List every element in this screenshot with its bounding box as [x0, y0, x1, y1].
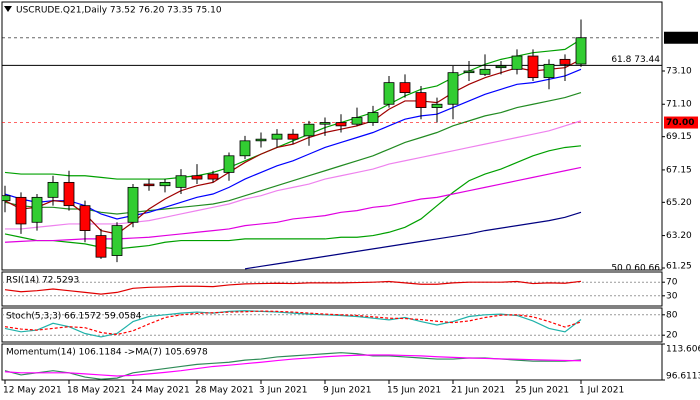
candle-body	[95, 235, 107, 258]
price-label-box	[664, 116, 698, 129]
candle-body	[511, 55, 523, 70]
candle-body	[495, 65, 507, 69]
y-tick-label: 67.15	[666, 165, 692, 175]
y-tick-label: 96.6113	[666, 372, 700, 382]
candle-body	[47, 181, 59, 198]
y-tick-label: 65.20	[666, 198, 692, 208]
panel-frame	[1, 307, 663, 343]
candle-body	[543, 63, 555, 79]
indicator-line	[5, 120, 582, 230]
candle-body	[383, 82, 395, 105]
candle-body	[63, 181, 75, 207]
candle-body	[479, 68, 491, 75]
x-tick-label: 21 Jun 2021	[451, 386, 505, 396]
candle-body	[431, 103, 443, 108]
candle-body	[2, 195, 11, 202]
candle-body	[351, 117, 363, 125]
candle-body	[303, 123, 315, 137]
y-tick-label: 30	[666, 291, 678, 301]
x-tick-label: 18 May 2021	[67, 386, 126, 396]
x-tick-label: 3 Jun 2021	[259, 386, 307, 396]
x-tick-label: 1 Jul 2021	[579, 386, 624, 396]
candle-body	[319, 122, 331, 125]
candle-body	[447, 72, 459, 105]
panel-title: Stoch(5,3,3) 66.1572 59.0584	[6, 312, 142, 322]
candle-body	[255, 138, 267, 142]
y-tick-label: 20	[666, 331, 678, 341]
panel	[2, 280, 662, 297]
y-tick-label: 61.25	[666, 262, 692, 272]
panel-title: RSI(14) 72.5293	[6, 276, 79, 286]
candle-body	[15, 196, 27, 225]
price-label-box	[664, 31, 698, 44]
x-tick-label: 25 Jun 2021	[515, 386, 569, 396]
indicator-line	[4, 310, 582, 338]
candle-body	[463, 70, 475, 74]
panel-frame	[1, 271, 663, 307]
indicator-line	[4, 68, 582, 220]
panel-title: Momentum(14) 106.1184 ->MA(7) 105.6978	[6, 348, 208, 358]
panel	[2, 19, 662, 270]
candle-body	[191, 175, 203, 180]
y-tick-label: 80	[666, 310, 678, 320]
candle-body	[143, 183, 155, 187]
candle-body	[287, 133, 299, 140]
panel-frame	[1, 1, 663, 271]
candle-body	[31, 196, 43, 223]
x-tick-label: 12 May 2021	[3, 386, 62, 396]
candle-body	[335, 122, 347, 127]
price-label: 75.10	[666, 33, 694, 43]
candle-body	[159, 181, 171, 187]
candle-body	[399, 82, 411, 94]
candle-body	[79, 205, 91, 231]
panel	[2, 310, 662, 338]
y-tick-label: 69.15	[666, 132, 692, 142]
panel-frame	[1, 343, 663, 381]
indicator-line	[4, 92, 582, 215]
indicator-line	[4, 280, 582, 295]
candle-body	[239, 140, 251, 157]
panel-title: USCRUDE.Q21,Daily 73.52 76.20 73.35 75.1…	[16, 6, 222, 16]
candle-body	[559, 58, 571, 65]
menu-icon	[4, 6, 12, 12]
candle-body	[367, 112, 379, 123]
price-label: 70.00	[666, 118, 694, 128]
fib-label: 61.8 73.44	[611, 55, 660, 65]
x-tick-label: 28 May 2021	[195, 386, 254, 396]
panel	[4, 352, 582, 380]
candle-body	[127, 186, 139, 223]
y-tick-label: 70	[666, 278, 678, 288]
y-tick-label: 71.10	[666, 100, 692, 110]
y-tick-label: 73.10	[666, 66, 692, 76]
candle-body	[223, 155, 235, 173]
indicator-line	[4, 310, 582, 336]
fib-label: 50.0 60.66	[611, 264, 660, 274]
candle-body	[575, 37, 587, 65]
candle-body	[415, 92, 427, 108]
y-tick-label: 113.6063	[666, 345, 700, 355]
y-tick-label: 63.20	[666, 231, 692, 241]
candle-body	[111, 225, 123, 256]
x-tick-label: 24 May 2021	[131, 386, 190, 396]
indicator-line	[4, 354, 582, 377]
candle-body	[207, 173, 219, 180]
candle-body	[527, 55, 539, 79]
indicator-line	[244, 211, 582, 270]
candle-body	[271, 133, 283, 140]
x-tick-label: 9 Jun 2021	[323, 386, 371, 396]
x-tick-label: 15 Jun 2021	[387, 386, 441, 396]
candle-body	[175, 175, 187, 188]
